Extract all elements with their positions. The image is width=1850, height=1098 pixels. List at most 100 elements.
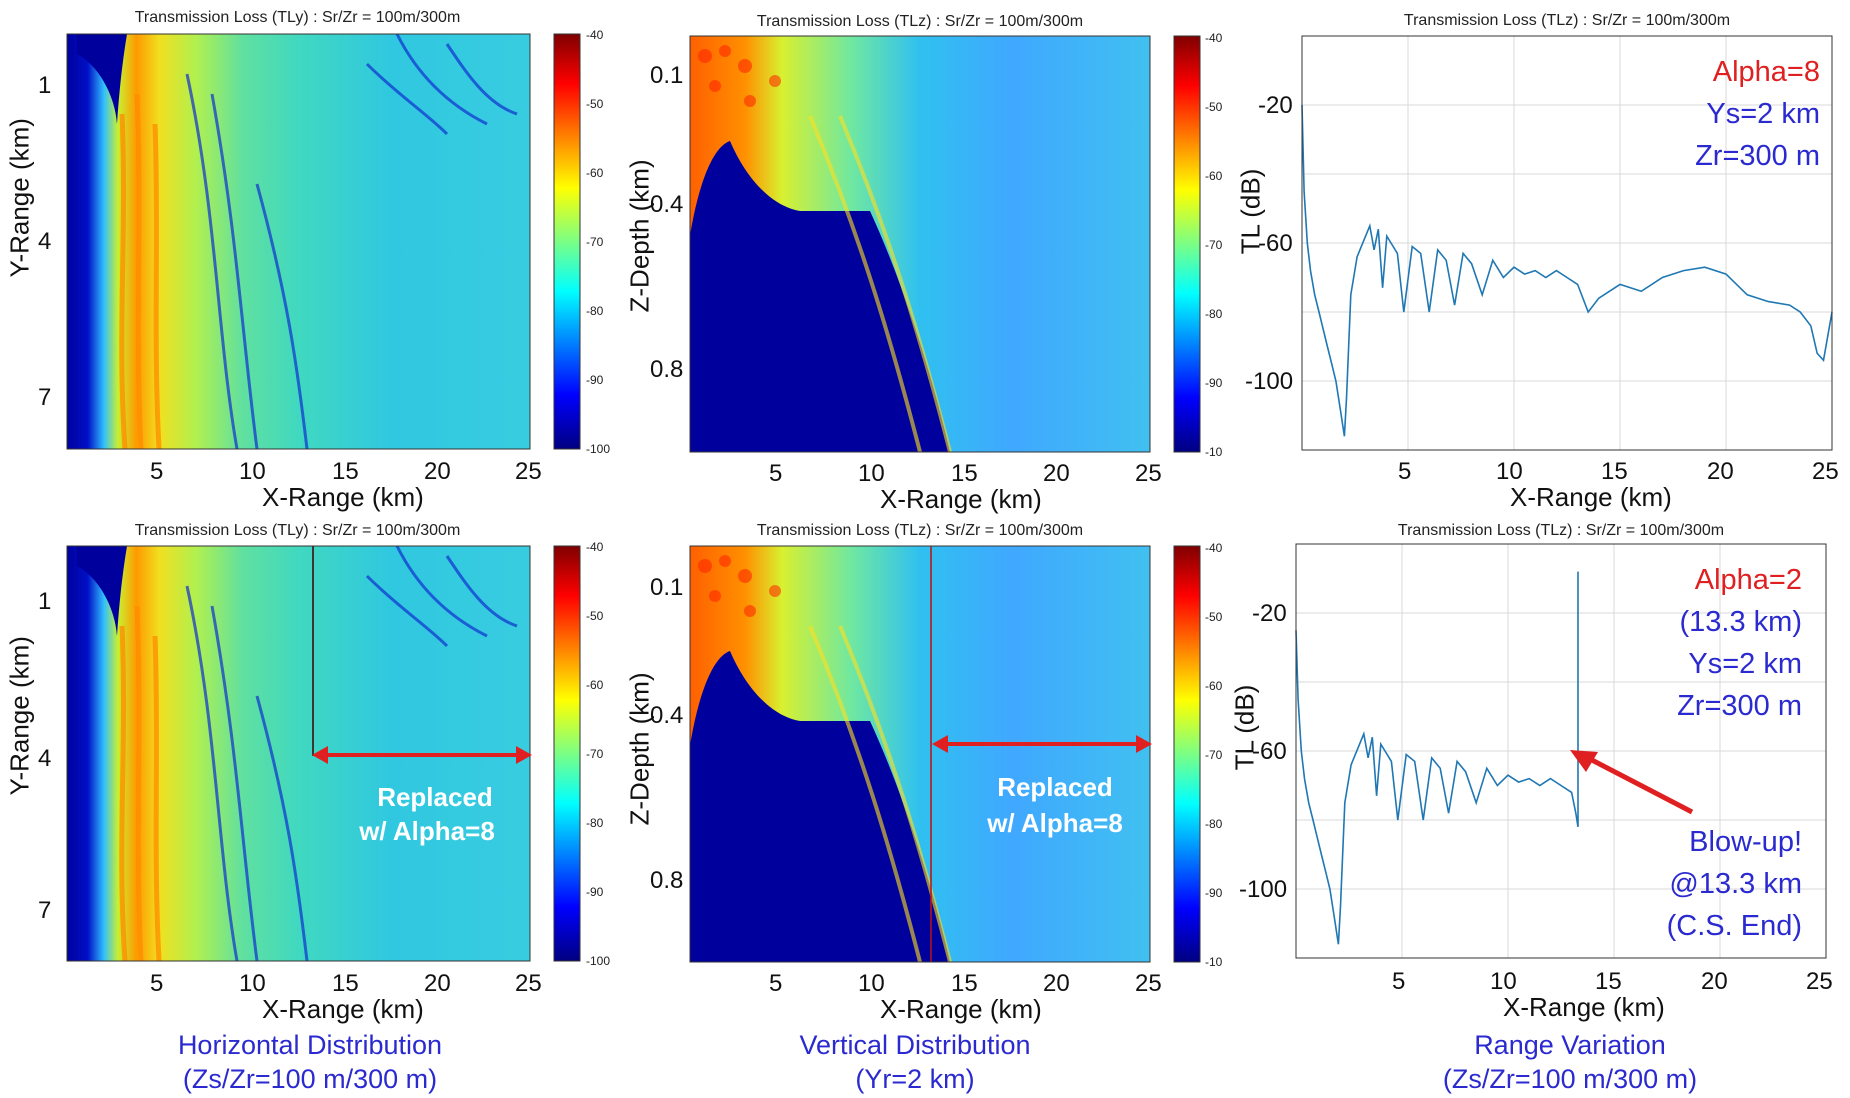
cbtick-bottom-horizontal-1: -50 bbox=[586, 609, 604, 623]
ytick-bottom-vertical-0.4: 0.4 bbox=[650, 702, 684, 729]
caption-range-sub: (Zs/Zr=100 m/300 m) bbox=[1442, 1064, 1698, 1094]
xtick-bottom-horizontal-15: 15 bbox=[332, 970, 359, 997]
caption-horizontal-title: Horizontal Distribution bbox=[177, 1030, 443, 1060]
replaced-arrow-vertical bbox=[932, 735, 1152, 753]
xtick-top-horizontal-15: 15 bbox=[332, 458, 359, 485]
cbtick-top-horizontal-6: -100 bbox=[586, 442, 611, 456]
xtick-bottom-vertical-10: 10 bbox=[858, 970, 885, 997]
xtick-bottom-range-10: 10 bbox=[1490, 968, 1517, 995]
cbtick-top-vertical-1: -50 bbox=[1205, 100, 1223, 114]
annotation-bottom-alpha: Alpha=2 bbox=[1694, 564, 1802, 596]
cbtick-bottom-horizontal-6: -100 bbox=[586, 954, 611, 968]
xtick-bottom-vertical-25: 25 bbox=[1135, 970, 1162, 997]
xlabel-top-horizontal: X-Range (km) bbox=[262, 482, 424, 512]
ytick-bottom-vertical-0.1: 0.1 bbox=[650, 574, 684, 601]
cbtick-bottom-vertical-5: -90 bbox=[1205, 886, 1223, 900]
xtick-bottom-range-5: 5 bbox=[1392, 968, 1406, 995]
cbtick-top-horizontal-2: -60 bbox=[586, 166, 604, 180]
heatmap-bottom-vertical bbox=[689, 545, 1151, 963]
chart-title-top-horizontal: Transmission Loss (TLy) : Sr/Zr = 100m/3… bbox=[134, 9, 461, 26]
colorbar-top-horizontal bbox=[553, 33, 581, 450]
line-chart-bottom-range bbox=[1295, 543, 1827, 959]
ytick-top-horizontal-4: 4 bbox=[38, 228, 52, 255]
xtick-top-vertical-5: 5 bbox=[769, 460, 783, 487]
xlabel-bottom-vertical: X-Range (km) bbox=[880, 994, 1042, 1024]
caption-range-title: Range Variation bbox=[1474, 1030, 1666, 1060]
xtick-bottom-vertical-15: 15 bbox=[951, 970, 978, 997]
heatmap-bottom-horizontal bbox=[66, 545, 531, 962]
ylabel-bottom-horizontal: Y-Range (km) bbox=[4, 636, 35, 796]
annotation-blowup-2: @13.3 km bbox=[1669, 868, 1802, 900]
xlabel-top-range: X-Range (km) bbox=[1510, 482, 1672, 512]
xtick-top-range-5: 5 bbox=[1398, 458, 1412, 485]
ytick-bottom-horizontal-4: 4 bbox=[38, 745, 52, 772]
xtick-top-range-15: 15 bbox=[1601, 458, 1628, 485]
ytick-bottom-horizontal-1: 1 bbox=[38, 588, 52, 615]
cbtick-bottom-vertical-1: -50 bbox=[1205, 610, 1223, 624]
xtick-top-range-25: 25 bbox=[1812, 458, 1839, 485]
cbtick-bottom-horizontal-5: -90 bbox=[586, 885, 604, 899]
xtick-bottom-vertical-5: 5 bbox=[769, 970, 783, 997]
colorbar-bottom-horizontal bbox=[553, 545, 581, 962]
cbtick-top-vertical-5: -90 bbox=[1205, 376, 1223, 390]
cbtick-top-vertical-0: -40 bbox=[1205, 31, 1223, 45]
replaced-label-vertical-2: w/ Alpha=8 bbox=[987, 808, 1123, 838]
replaced-arrow-horizontal bbox=[312, 746, 532, 764]
replaced-label-vertical-1: Replaced bbox=[997, 772, 1113, 802]
ylabel-top-vertical: Z-Depth (km) bbox=[624, 159, 655, 313]
xtick-bottom-horizontal-20: 20 bbox=[424, 970, 451, 997]
ytick-bottom-horizontal-7: 7 bbox=[38, 897, 52, 924]
colorbar-bottom-vertical bbox=[1173, 545, 1201, 963]
cbtick-top-vertical-3: -70 bbox=[1205, 238, 1223, 252]
ytick-bottom-range-60: -60 bbox=[1252, 738, 1287, 765]
xlabel-bottom-range: X-Range (km) bbox=[1503, 992, 1665, 1022]
replaced-label-horizontal-2: w/ Alpha=8 bbox=[359, 816, 495, 846]
xtick-bottom-horizontal-25: 25 bbox=[515, 970, 542, 997]
heatmap-top-horizontal bbox=[66, 33, 531, 450]
xtick-top-horizontal-25: 25 bbox=[515, 458, 542, 485]
cbtick-bottom-vertical-3: -70 bbox=[1205, 748, 1223, 762]
replaced-label-horizontal-1: Replaced bbox=[377, 782, 493, 812]
annotation-bottom-ys: Ys=2 km bbox=[1688, 648, 1802, 680]
annotation-top-zr: Zr=300 m bbox=[1695, 140, 1820, 172]
ytick-top-vertical-0.4: 0.4 bbox=[650, 191, 684, 218]
cbtick-top-horizontal-0: -40 bbox=[586, 28, 604, 42]
ylabel-top-horizontal: Y-Range (km) bbox=[4, 118, 35, 278]
ytick-top-range-20: -20 bbox=[1258, 92, 1293, 119]
xtick-top-vertical-15: 15 bbox=[951, 460, 978, 487]
xtick-bottom-horizontal-10: 10 bbox=[239, 970, 266, 997]
chart-title-bottom-vertical: Transmission Loss (TLz) : Sr/Zr = 100m/3… bbox=[756, 522, 1084, 539]
xtick-top-horizontal-5: 5 bbox=[150, 458, 164, 485]
bottom-range-frame bbox=[1295, 543, 1827, 959]
caption-vertical-title: Vertical Distribution bbox=[799, 1030, 1031, 1060]
heatmap-top-vertical bbox=[689, 35, 1151, 453]
xlabel-top-vertical: X-Range (km) bbox=[880, 484, 1042, 514]
xlabel-bottom-horizontal: X-Range (km) bbox=[262, 994, 424, 1024]
line-chart-top-range bbox=[1301, 35, 1833, 451]
chart-title-bottom-range: Transmission Loss (TLz) : Sr/Zr = 100m/3… bbox=[1397, 522, 1725, 539]
colorbar-top-vertical bbox=[1173, 35, 1201, 453]
xtick-top-vertical-20: 20 bbox=[1043, 460, 1070, 487]
xtick-bottom-range-25: 25 bbox=[1806, 968, 1833, 995]
cbtick-top-horizontal-1: -50 bbox=[586, 97, 604, 111]
cbtick-bottom-horizontal-4: -80 bbox=[586, 816, 604, 830]
xtick-top-vertical-25: 25 bbox=[1135, 460, 1162, 487]
blowup-arrow bbox=[1570, 750, 1694, 815]
xtick-bottom-range-20: 20 bbox=[1701, 968, 1728, 995]
xtick-top-horizontal-10: 10 bbox=[239, 458, 266, 485]
annotation-blowup-1: Blow-up! bbox=[1689, 826, 1802, 858]
xtick-top-range-20: 20 bbox=[1707, 458, 1734, 485]
cbtick-bottom-vertical-6: -10 bbox=[1205, 955, 1223, 969]
chart-title-bottom-horizontal: Transmission Loss (TLy) : Sr/Zr = 100m/3… bbox=[134, 522, 461, 539]
ytick-bottom-vertical-0.8: 0.8 bbox=[650, 867, 684, 894]
ytick-top-range-60: -60 bbox=[1258, 230, 1293, 257]
annotation-bottom-zr: Zr=300 m bbox=[1677, 690, 1802, 722]
ytick-bottom-range-100: -100 bbox=[1239, 876, 1288, 903]
chart-title-top-range: Transmission Loss (TLz) : Sr/Zr = 100m/3… bbox=[1403, 12, 1731, 29]
ylabel-bottom-vertical: Z-Depth (km) bbox=[624, 672, 655, 826]
caption-horizontal-sub: (Zs/Zr=100 m/300 m) bbox=[182, 1064, 438, 1094]
cbtick-top-vertical-4: -80 bbox=[1205, 307, 1223, 321]
ytick-top-vertical-0.8: 0.8 bbox=[650, 356, 684, 383]
cbtick-top-horizontal-5: -90 bbox=[586, 373, 604, 387]
cbtick-top-vertical-2: -60 bbox=[1205, 169, 1223, 183]
